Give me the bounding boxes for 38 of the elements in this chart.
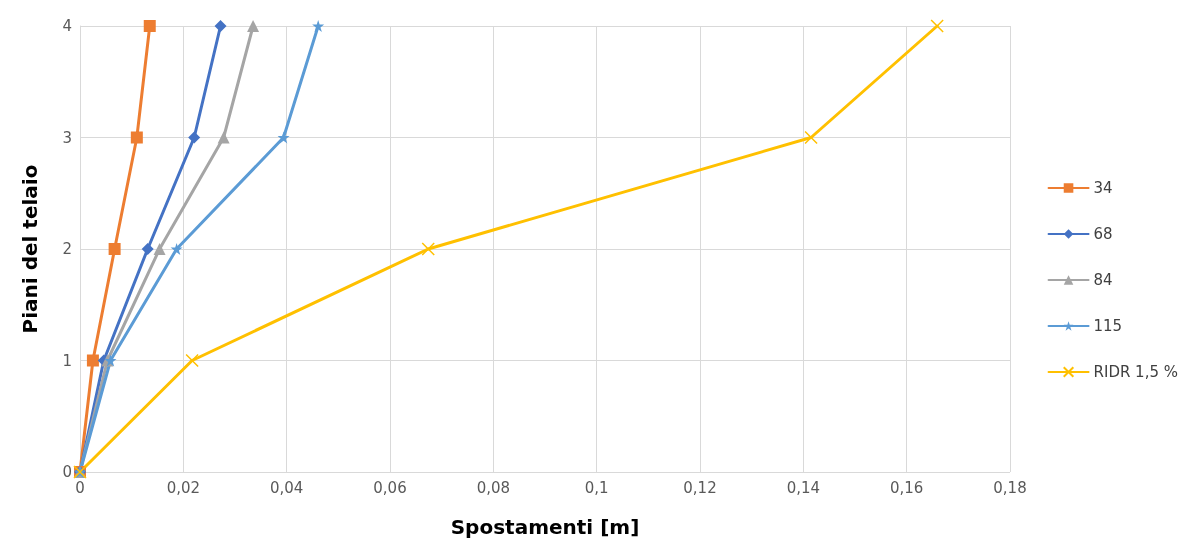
point	[130, 131, 143, 144]
y-tick-label: 3	[62, 128, 72, 147]
point	[217, 131, 230, 144]
x-axis-title: Spostamenti [m]	[450, 515, 640, 539]
point	[185, 353, 199, 368]
x-tick-label: 0,16	[889, 478, 924, 497]
point	[108, 243, 121, 255]
x-tick-label: 0,18	[993, 478, 1027, 497]
y-tick-label: 4	[62, 17, 72, 35]
y-tick-label: 1	[62, 351, 72, 370]
y-tick-label: 2	[62, 240, 72, 258]
point	[421, 242, 435, 256]
x-tick-label: 0,02	[166, 478, 201, 497]
point	[277, 131, 290, 144]
point	[214, 20, 227, 32]
legend-label: 68	[1093, 225, 1113, 243]
x-tick-label: 0,08	[476, 478, 511, 497]
point	[188, 131, 201, 144]
legend-label: RIDR 1,5 %	[1093, 363, 1179, 381]
x-tick-label: 0,04	[269, 478, 304, 497]
point	[247, 20, 260, 32]
point	[141, 243, 154, 255]
x-tick-label: 0,14	[786, 478, 821, 497]
point	[930, 19, 944, 33]
y-axis-title: Piani del telaio	[18, 164, 42, 334]
x-tick-label: 0,1	[584, 478, 609, 497]
x-tick-label: 0,12	[683, 478, 717, 497]
point	[804, 130, 818, 145]
legend-label: 84	[1093, 271, 1113, 289]
x-tick-label: 0	[75, 478, 85, 497]
legend-label: 34	[1093, 179, 1113, 197]
point	[86, 354, 99, 367]
point	[153, 243, 166, 255]
legend-label: 115	[1093, 317, 1123, 335]
point	[143, 20, 156, 32]
x-tick-label: 0,06	[373, 478, 407, 497]
y-tick-label: 0	[62, 463, 72, 481]
point	[170, 243, 183, 255]
